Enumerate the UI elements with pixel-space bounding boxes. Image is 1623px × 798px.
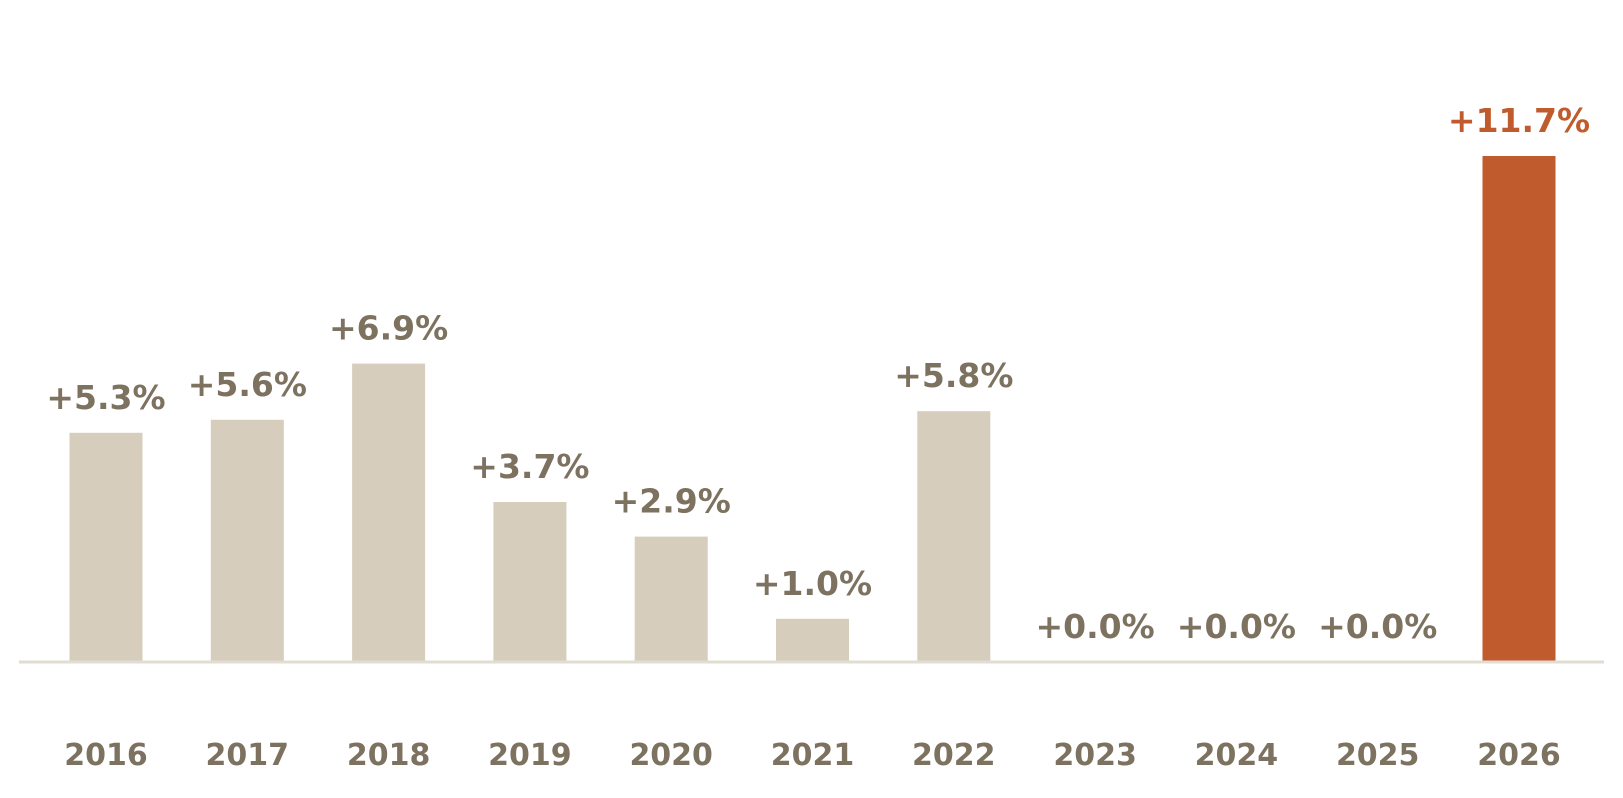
category-label-2026: 2026 [1477,738,1561,773]
value-label-2020: +2.9% [612,482,731,521]
bars-group [69,156,1556,662]
category-label-2020: 2020 [629,738,713,773]
bar-2021 [776,618,849,662]
category-label-2019: 2019 [488,738,572,773]
category-label-2023: 2023 [1053,738,1137,773]
value-label-2022: +5.8% [894,356,1013,395]
value-label-2021: +1.0% [753,564,872,603]
bar-2022 [917,411,991,662]
value-label-2025: +0.0% [1318,607,1437,646]
value-label-2023: +0.0% [1036,607,1155,646]
value-label-2018: +6.9% [329,309,448,348]
category-label-2025: 2025 [1336,738,1420,773]
value-label-2024: +0.0% [1177,607,1296,646]
value-label-2019: +3.7% [470,447,589,486]
value-label-2026: +11.7% [1448,101,1590,140]
value-labels-group: +5.3% +5.6% +6.9% +3.7% +2.9% +1.0% +5.8% +0.0%… [46,101,1590,646]
bar-2018 [352,363,426,662]
bar-2017 [210,419,284,662]
bar-2019 [493,502,567,662]
category-labels-group: 2016 2017 2018 2019 2020 2021 2022 2023 2024 2025… [64,738,1561,773]
category-label-2022: 2022 [912,738,996,773]
category-label-2017: 2017 [206,738,290,773]
bar-2020 [634,536,708,662]
category-label-2018: 2018 [347,738,431,773]
value-label-2017: +5.6% [188,365,307,404]
value-label-2016: +5.3% [46,378,165,417]
category-label-2024: 2024 [1195,738,1279,773]
category-label-2016: 2016 [64,738,148,773]
bar-2016 [69,432,143,662]
category-label-2021: 2021 [771,738,855,773]
bar-2026 [1482,156,1556,662]
